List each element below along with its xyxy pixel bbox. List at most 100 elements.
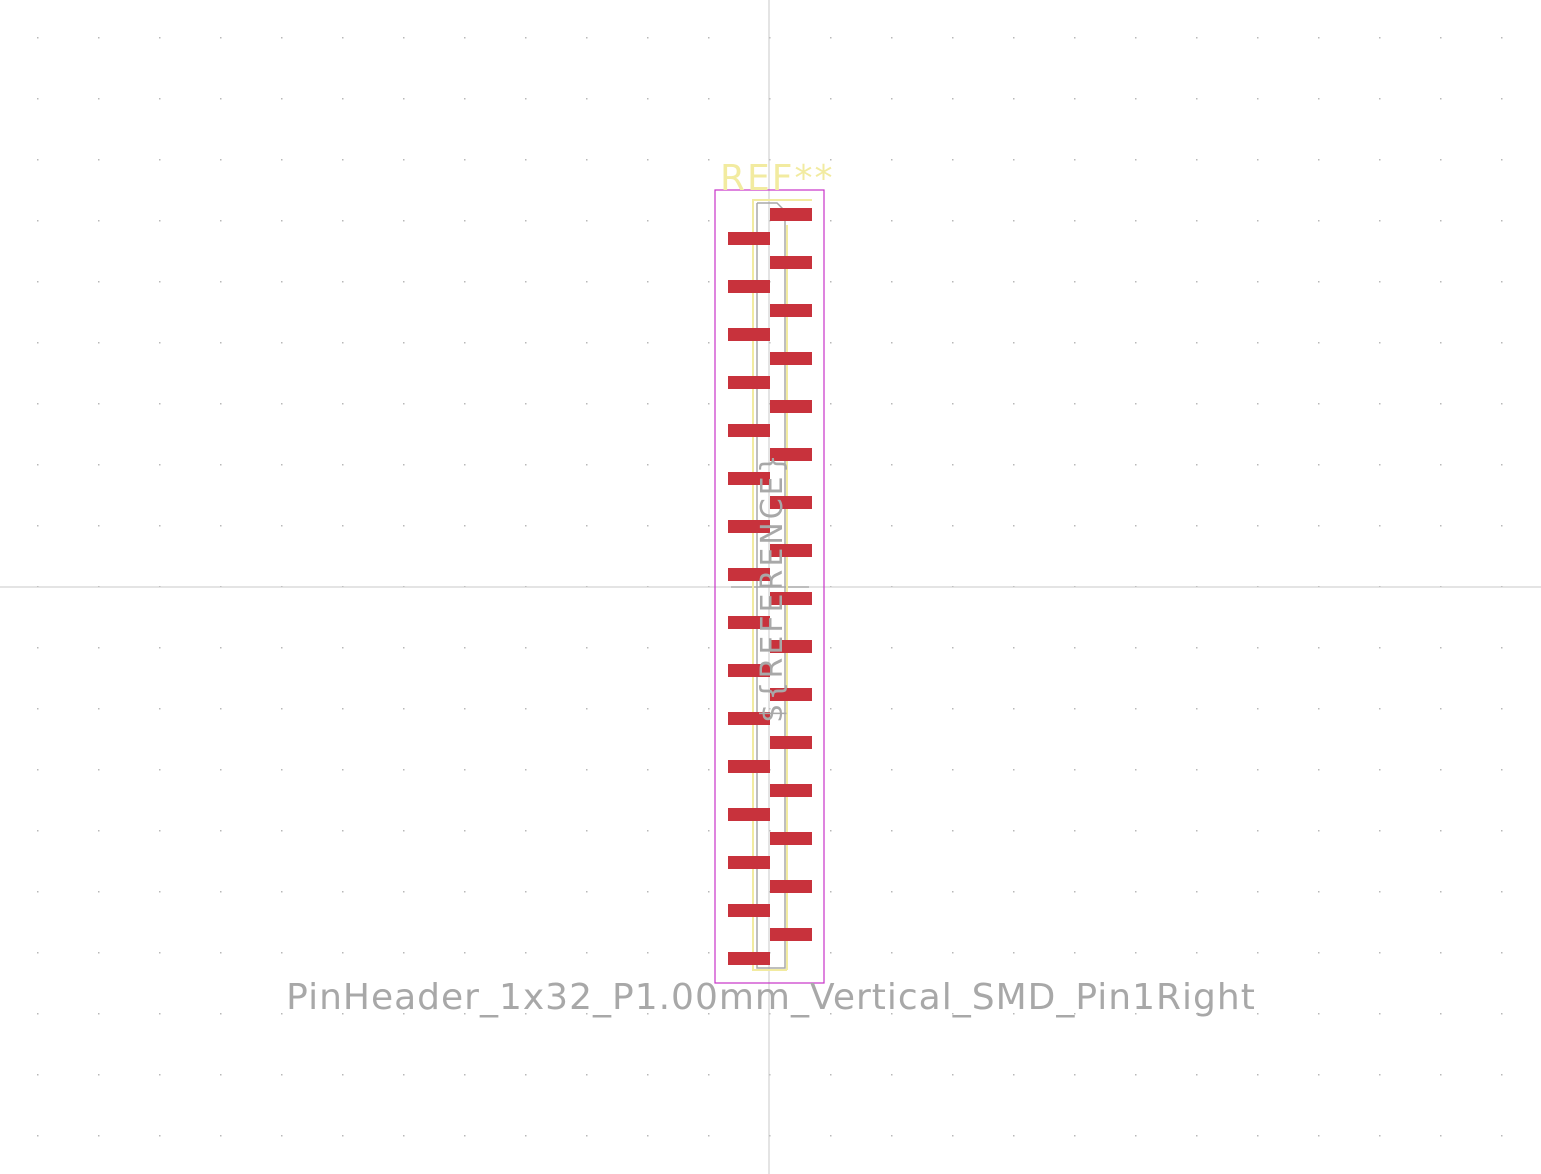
- grid-dot: [403, 525, 405, 527]
- grid-dot: [403, 281, 405, 283]
- smd-pad-20[interactable]: [728, 664, 770, 677]
- smd-pad-16[interactable]: [728, 568, 770, 581]
- grid-dot: [830, 1135, 832, 1137]
- grid-dot: [708, 98, 710, 100]
- grid-dot: [1013, 1135, 1015, 1137]
- smd-pad-3[interactable]: [770, 256, 812, 269]
- smd-pad-27[interactable]: [770, 832, 812, 845]
- grid-dot: [464, 830, 466, 832]
- smd-pad-29[interactable]: [770, 880, 812, 893]
- smd-pad-21[interactable]: [770, 688, 812, 701]
- grid-dot: [342, 159, 344, 161]
- smd-pad-24[interactable]: [728, 760, 770, 773]
- grid-dot: [37, 525, 39, 527]
- grid-dot: [220, 159, 222, 161]
- smd-pad-5[interactable]: [770, 304, 812, 317]
- grid-dot: [891, 769, 893, 771]
- grid-dot: [525, 708, 527, 710]
- grid-dot: [159, 891, 161, 893]
- grid-dot: [952, 525, 954, 527]
- grid-dot: [403, 403, 405, 405]
- grid-dot: [1013, 647, 1015, 649]
- smd-pad-17[interactable]: [770, 592, 812, 605]
- grid-dot: [830, 1013, 832, 1015]
- grid-dot: [98, 1074, 100, 1076]
- grid-dot: [586, 708, 588, 710]
- grid-dot: [891, 1135, 893, 1137]
- smd-pad-15[interactable]: [770, 544, 812, 557]
- grid-dot: [342, 891, 344, 893]
- grid-dot: [952, 464, 954, 466]
- grid-dot: [464, 1074, 466, 1076]
- grid-dot: [37, 1074, 39, 1076]
- grid-dot: [647, 37, 649, 39]
- grid-dot: [952, 769, 954, 771]
- grid-dot: [708, 525, 710, 527]
- smd-pad-4[interactable]: [728, 280, 770, 293]
- grid-dot: [891, 1074, 893, 1076]
- smd-pad-10[interactable]: [728, 424, 770, 437]
- grid-dot: [1440, 1013, 1442, 1015]
- grid-dot: [342, 1013, 344, 1015]
- smd-pad-12[interactable]: [728, 472, 770, 485]
- grid-dot: [769, 342, 771, 344]
- grid-dot: [159, 769, 161, 771]
- smd-pad-18[interactable]: [728, 616, 770, 629]
- grid-dot: [403, 220, 405, 222]
- grid-dot: [647, 708, 649, 710]
- smd-pad-7[interactable]: [770, 352, 812, 365]
- fab-reference-label: ${REFERENCE}: [755, 451, 790, 722]
- reference-designator[interactable]: REF**: [720, 158, 834, 199]
- grid-dot: [1501, 769, 1503, 771]
- smd-pad-23[interactable]: [770, 736, 812, 749]
- grid-dot: [1257, 37, 1259, 39]
- smd-pad-14[interactable]: [728, 520, 770, 533]
- grid-dot: [586, 891, 588, 893]
- smd-pad-25[interactable]: [770, 784, 812, 797]
- smd-pad-1[interactable]: [770, 208, 812, 221]
- grid-dot: [952, 647, 954, 649]
- smd-pad-11[interactable]: [770, 448, 812, 461]
- smd-pad-22[interactable]: [728, 712, 770, 725]
- grid-dot: [1501, 464, 1503, 466]
- grid-dot: [525, 1013, 527, 1015]
- grid-dot: [464, 1013, 466, 1015]
- grid-dot: [464, 891, 466, 893]
- grid-dot: [1257, 647, 1259, 649]
- grid-dot: [891, 830, 893, 832]
- smd-pad-6[interactable]: [728, 328, 770, 341]
- grid-dot: [1074, 647, 1076, 649]
- smd-pad-2[interactable]: [728, 232, 770, 245]
- grid-dot: [586, 1135, 588, 1137]
- fab-outline: [756, 202, 786, 969]
- grid-dot: [403, 1013, 405, 1015]
- grid-dot: [98, 1013, 100, 1015]
- smd-pad-13[interactable]: [770, 496, 812, 509]
- grid-dot: [464, 159, 466, 161]
- grid-dot: [1501, 1013, 1503, 1015]
- footprint-value-label[interactable]: PinHeader_1x32_P1.00mm_Vertical_SMD_Pin1…: [286, 977, 1256, 1018]
- grid-dot: [1196, 37, 1198, 39]
- smd-pad-8[interactable]: [728, 376, 770, 389]
- smd-pad-32[interactable]: [728, 952, 770, 965]
- grid-dot: [1379, 708, 1381, 710]
- smd-pad-26[interactable]: [728, 808, 770, 821]
- smd-pad-31[interactable]: [770, 928, 812, 941]
- grid-dot: [37, 891, 39, 893]
- grid-dot: [1501, 1074, 1503, 1076]
- grid-dot: [220, 342, 222, 344]
- grid-dot: [1135, 403, 1137, 405]
- grid-dot: [769, 464, 771, 466]
- grid-dot: [1379, 1135, 1381, 1137]
- grid-dot: [952, 37, 954, 39]
- grid-dot: [708, 220, 710, 222]
- grid-dot: [1257, 830, 1259, 832]
- grid-dot: [464, 98, 466, 100]
- smd-pad-28[interactable]: [728, 856, 770, 869]
- grid-dot: [952, 1074, 954, 1076]
- grid-dot: [1196, 647, 1198, 649]
- smd-pad-19[interactable]: [770, 640, 812, 653]
- smd-pad-9[interactable]: [770, 400, 812, 413]
- smd-pad-30[interactable]: [728, 904, 770, 917]
